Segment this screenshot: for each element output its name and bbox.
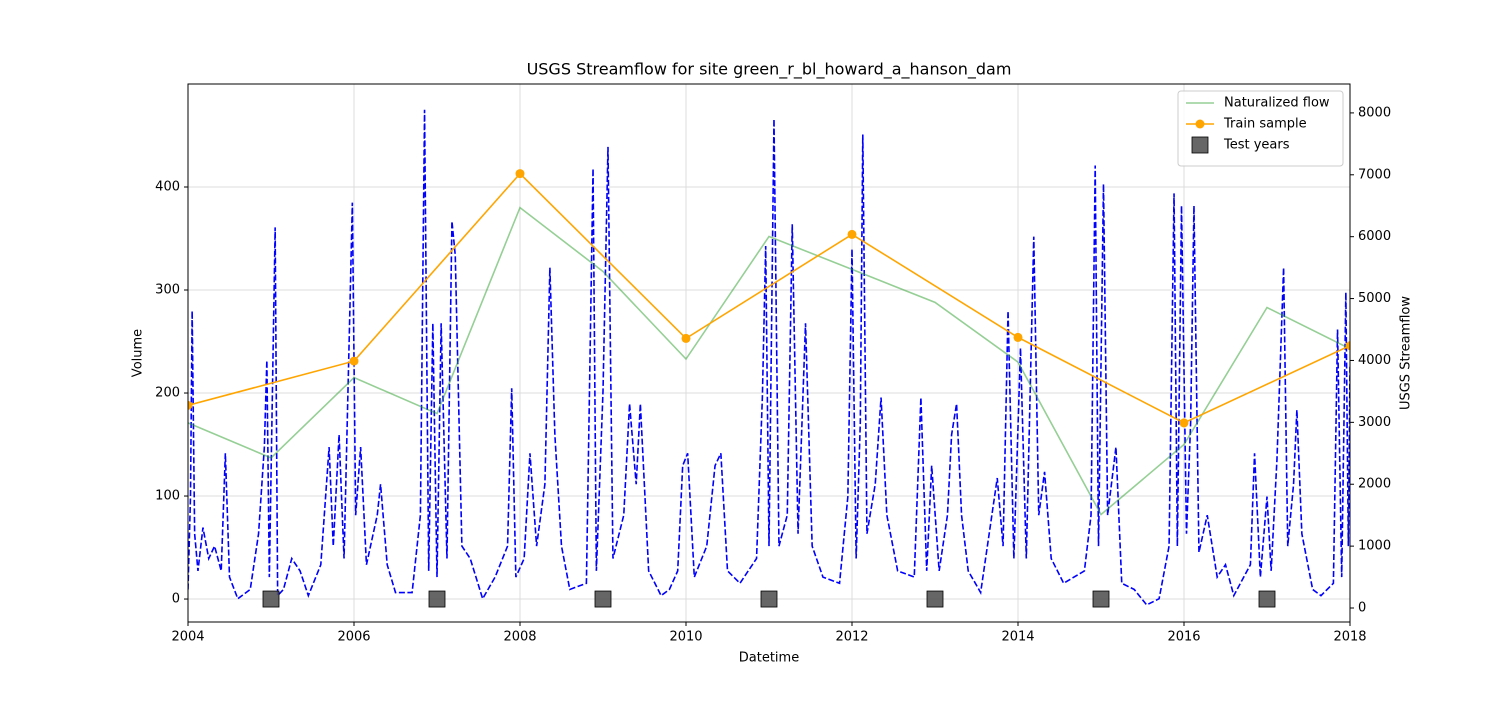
- series-marker: [594, 590, 612, 608]
- x-tick-label: 2014: [1001, 630, 1034, 645]
- legend-label: Test years: [1223, 138, 1290, 153]
- legend-box: [1177, 90, 1344, 167]
- series-line: [188, 172, 1350, 424]
- series-marker: [847, 229, 857, 239]
- y2-tick-label: 3000: [1358, 415, 1391, 430]
- x-axis-label: Datetime: [739, 651, 799, 666]
- y-tick-label: 200: [155, 386, 180, 401]
- y-tick-label: 100: [155, 489, 180, 504]
- x-tick-label: 2016: [1167, 630, 1200, 645]
- series-marker: [926, 590, 944, 608]
- legend-marker: [1195, 119, 1205, 129]
- y2-tick-label: 0: [1358, 601, 1366, 616]
- legend-label: Naturalized flow: [1224, 96, 1330, 111]
- chart-title: USGS Streamflow for site green_r_bl_howa…: [527, 60, 1012, 80]
- y-tick-label: 300: [155, 283, 180, 298]
- series-marker: [515, 169, 525, 179]
- series-line: [188, 109, 1350, 606]
- y-tick-label: 0: [172, 592, 180, 607]
- series-marker: [1092, 590, 1110, 608]
- y2-tick-label: 7000: [1358, 167, 1391, 182]
- y2-axis-label: USGS Streamflow: [1399, 296, 1414, 410]
- legend-label: Train sample: [1223, 117, 1307, 132]
- series-line: [188, 206, 1350, 516]
- x-tick-label: 2012: [835, 630, 868, 645]
- x-tick-label: 2008: [503, 630, 536, 645]
- plot-area: [188, 109, 1350, 608]
- x-tick-label: 2006: [337, 630, 370, 645]
- y2-tick-label: 8000: [1358, 105, 1391, 120]
- y2-tick-label: 1000: [1358, 539, 1391, 554]
- series-marker: [428, 590, 446, 608]
- series-marker: [681, 333, 691, 343]
- x-tick-label: 2010: [669, 630, 702, 645]
- series-marker: [1258, 590, 1276, 608]
- y2-tick-label: 2000: [1358, 477, 1391, 492]
- series-marker: [1345, 341, 1350, 351]
- series-marker: [262, 590, 280, 608]
- x-tick-label: 2018: [1333, 630, 1366, 645]
- series-marker: [1179, 418, 1189, 428]
- series-marker: [349, 356, 359, 366]
- axes-frame: [187, 83, 1351, 623]
- series-marker: [760, 590, 778, 608]
- x-tick-label: 2004: [171, 630, 204, 645]
- series-marker: [1013, 332, 1023, 342]
- y2-tick-label: 5000: [1358, 291, 1391, 306]
- y-tick-label: 400: [155, 180, 180, 195]
- legend-marker: [1191, 136, 1209, 154]
- y2-tick-label: 6000: [1358, 229, 1391, 244]
- legend: Naturalized flow Train sample Test years: [1177, 90, 1344, 167]
- axes: 2004 2006 2008 2010 2012 2014 2016 2018 0 100 200 3…: [155, 105, 1391, 644]
- y-axis-label: Volume: [131, 329, 146, 377]
- series-marker: [188, 400, 193, 410]
- y2-tick-label: 4000: [1358, 353, 1391, 368]
